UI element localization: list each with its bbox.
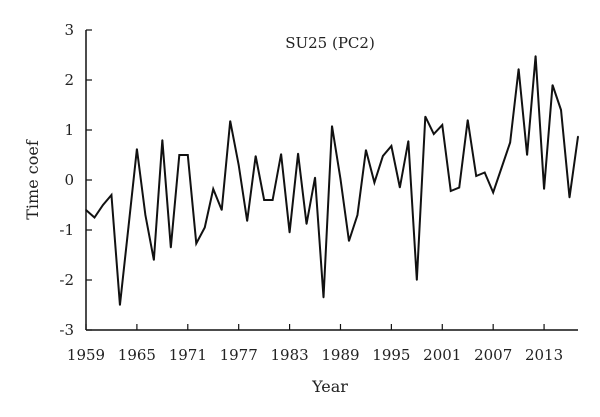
- x-tick-label: 2007: [474, 346, 512, 364]
- x-tick-label: 1983: [270, 346, 308, 364]
- data-point: [534, 55, 537, 57]
- data-point: [475, 175, 478, 177]
- data-points: [85, 55, 579, 306]
- data-point: [424, 115, 427, 118]
- data-point: [203, 226, 206, 229]
- data-point: [119, 304, 121, 306]
- y-tick-label: 0: [64, 171, 74, 189]
- data-point: [416, 279, 418, 281]
- data-point: [85, 209, 87, 211]
- data-point: [220, 209, 223, 211]
- data-point: [212, 188, 215, 190]
- data-point: [441, 124, 444, 126]
- data-point: [390, 145, 393, 147]
- data-point: [195, 242, 198, 245]
- data-point: [399, 186, 401, 189]
- x-tick-label: 1959: [67, 346, 105, 364]
- x-tick-label: 1965: [118, 346, 156, 364]
- data-point: [526, 154, 528, 156]
- data-point: [373, 181, 376, 184]
- x-tick-label: 1977: [220, 346, 258, 364]
- data-point: [288, 231, 291, 234]
- data-point: [356, 214, 359, 216]
- data-point: [449, 190, 452, 192]
- data-point: [280, 153, 282, 155]
- data-point: [305, 223, 308, 225]
- data-point: [348, 240, 350, 242]
- data-point: [577, 135, 579, 138]
- chart-title: SU25 (PC2): [285, 34, 375, 52]
- data-point: [102, 204, 104, 206]
- data-point: [314, 176, 316, 179]
- data-point: [127, 226, 130, 229]
- data-point: [543, 188, 545, 190]
- data-point: [144, 214, 147, 216]
- x-tick-label: 1995: [372, 346, 410, 364]
- data-point: [466, 119, 469, 121]
- data-point: [509, 141, 511, 144]
- data-point: [517, 68, 520, 70]
- data-point: [339, 178, 342, 180]
- x-tick-label: 2001: [423, 346, 461, 364]
- x-tick-label: 1971: [169, 346, 207, 364]
- ticks: -3 -2 -1 0 1 2 3 1959 1965 1971 1977 1983 1989 1995 20…: [59, 21, 563, 364]
- data-point: [365, 149, 367, 151]
- data-point: [153, 259, 155, 261]
- data-point: [254, 155, 257, 157]
- y-tick-label: 1: [64, 121, 74, 139]
- data-point: [246, 220, 248, 222]
- data-point: [492, 191, 494, 194]
- data-point: [297, 152, 299, 155]
- data-point: [322, 296, 325, 299]
- x-tick-label: 2013: [525, 346, 563, 364]
- data-point: [432, 133, 435, 135]
- y-tick-label: -1: [59, 221, 74, 239]
- data-point: [271, 199, 274, 201]
- y-axis-label: Time coef: [23, 139, 42, 220]
- data-point: [568, 196, 571, 199]
- data-point: [229, 120, 232, 122]
- y-tick-label: 2: [64, 71, 74, 89]
- data-point: [382, 155, 384, 157]
- data-point: [551, 84, 554, 86]
- data-point: [186, 154, 189, 156]
- data-point: [560, 109, 562, 111]
- data-point: [407, 140, 410, 142]
- y-tick-label: 3: [64, 21, 74, 39]
- data-point: [161, 139, 164, 141]
- data-point: [500, 166, 503, 169]
- data-point: [331, 125, 333, 127]
- data-point: [170, 246, 172, 249]
- y-tick-label: -2: [59, 271, 74, 289]
- data-point: [136, 148, 138, 150]
- data-point: [483, 171, 486, 174]
- y-tick-label: -3: [59, 321, 74, 339]
- data-point: [263, 199, 265, 201]
- series-line: [85, 55, 579, 306]
- data-point: [458, 186, 461, 189]
- data-point: [110, 194, 113, 196]
- x-tick-label: 1989: [321, 346, 359, 364]
- data-point: [93, 216, 96, 219]
- data-point: [237, 164, 240, 166]
- data-point: [178, 154, 181, 156]
- x-axis-label: Year: [311, 377, 348, 396]
